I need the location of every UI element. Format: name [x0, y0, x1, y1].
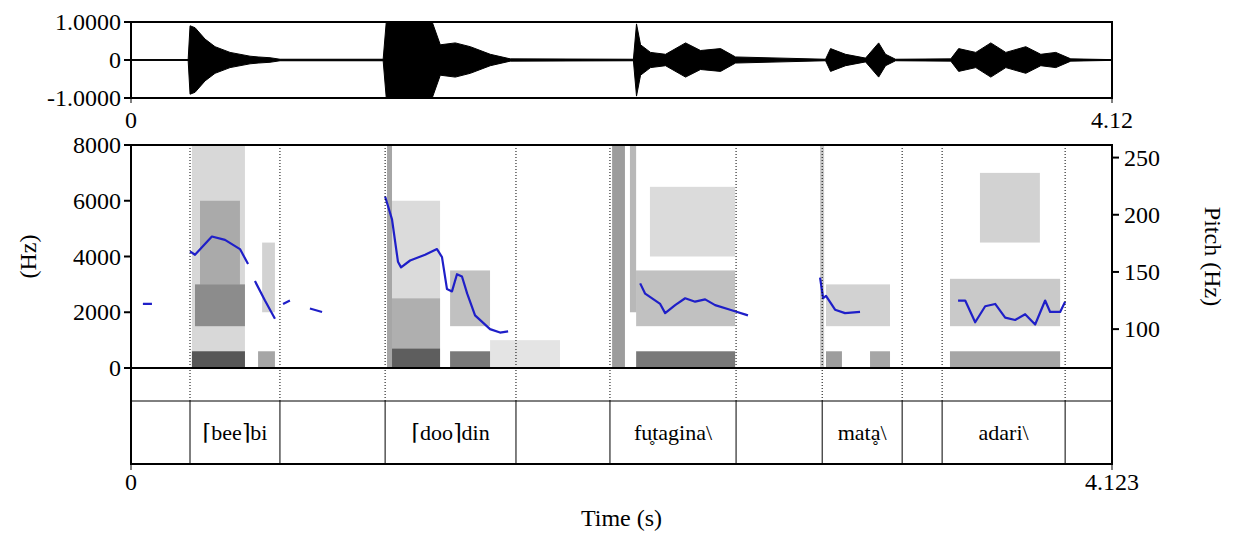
tick-label: 250 [1124, 145, 1160, 171]
boundary-dotted [279, 145, 280, 401]
boundary [385, 401, 386, 464]
tick [124, 144, 131, 146]
axis-title: (Hz) [15, 235, 41, 279]
spectrogram-cell [980, 173, 1040, 243]
boundary [609, 401, 610, 464]
boundary-dotted [822, 145, 823, 401]
tier-separator [131, 401, 1112, 402]
boundary-dotted [1065, 145, 1066, 401]
boundary-dotted [190, 145, 191, 401]
tick-label: 100 [1124, 316, 1160, 342]
spectrogram-cell [950, 351, 1060, 368]
tick-label: 150 [1124, 259, 1160, 285]
spectrogram-cell [636, 351, 735, 368]
spectrogram-cell [258, 351, 275, 368]
spectrogram-cell [192, 351, 245, 368]
interval-label: adari\ [979, 420, 1030, 445]
boundary-dotted [902, 145, 903, 401]
boundary-dotted [942, 145, 943, 401]
spectrogram-cell [630, 145, 636, 312]
pitch-line [143, 196, 1065, 332]
figure: 1.00000-1.000004.12020004000600080001001… [0, 0, 1235, 534]
tick [124, 59, 131, 61]
tick [124, 311, 131, 313]
tick-label: 1.0000 [55, 9, 121, 35]
spectrogram-cell [826, 351, 842, 368]
tick-label: 2000 [73, 299, 121, 325]
tick [124, 367, 131, 369]
tick-label: 4.123 [1085, 469, 1139, 495]
tick-label: 4.12 [1091, 107, 1133, 133]
boundary [279, 401, 280, 464]
axis-title: Time (s) [581, 505, 662, 531]
spectrogram-cell [826, 284, 890, 326]
tick [124, 256, 131, 258]
boundary-dotted [385, 145, 386, 401]
boundary [1065, 401, 1066, 464]
boundary [942, 401, 943, 464]
tick-label: 0 [125, 469, 137, 495]
tick [124, 21, 131, 23]
tick [124, 97, 131, 99]
tick-label: 200 [1124, 202, 1160, 228]
spectrogram-cell [870, 351, 890, 368]
boundary [190, 401, 191, 464]
spectrogram-cell [650, 187, 735, 257]
interval-label: matḁ\ [838, 420, 888, 445]
tick-label: 8000 [73, 132, 121, 158]
interval-label: ⌈bee⌉bi [203, 420, 268, 445]
waveform [131, 22, 1112, 98]
boundary [736, 401, 737, 464]
spectrogram-cell [262, 243, 275, 313]
boundary-dotted [515, 145, 516, 401]
spectrogram-cell [450, 351, 490, 368]
waveform-baseline [131, 60, 1112, 61]
spectrogram-cell [392, 298, 440, 348]
spectrogram-marks [143, 145, 1065, 368]
tick [1112, 328, 1119, 330]
tick [1112, 271, 1119, 273]
interval-label: fu̥tagina\ [634, 420, 713, 445]
tick [124, 200, 131, 202]
spectrogram-frame [131, 145, 1112, 368]
waveform-marks [131, 22, 1112, 98]
tick-label: 0 [109, 355, 121, 381]
spectrogram-cell [392, 201, 440, 299]
spectrogram-cell [192, 145, 245, 368]
tick [1112, 214, 1119, 216]
tick-label: 0 [109, 47, 121, 73]
tick [1112, 157, 1119, 159]
boundary-dotted [736, 145, 737, 401]
tick-label: -1.0000 [47, 85, 121, 111]
axis-title: Pitch (Hz) [1200, 207, 1226, 306]
boundary [515, 401, 516, 464]
spectrogram-cell [195, 284, 245, 326]
waveform-frame [131, 22, 1112, 98]
spectrogram-cell [392, 348, 440, 368]
tick-label: 0 [125, 107, 137, 133]
tick-label: 6000 [73, 188, 121, 214]
textgrid-frame [131, 368, 1112, 464]
boundary [902, 401, 903, 464]
tick-label: 4000 [73, 244, 121, 270]
interval-label: ⌈doo⌉din [411, 420, 489, 445]
spectrogram-cell [490, 340, 560, 368]
tick [131, 98, 132, 103]
boundary [822, 401, 823, 464]
tick [1112, 98, 1113, 103]
boundary-dotted [609, 145, 610, 401]
spectrogram-cell [387, 145, 392, 368]
spectrogram-cell [612, 145, 625, 368]
